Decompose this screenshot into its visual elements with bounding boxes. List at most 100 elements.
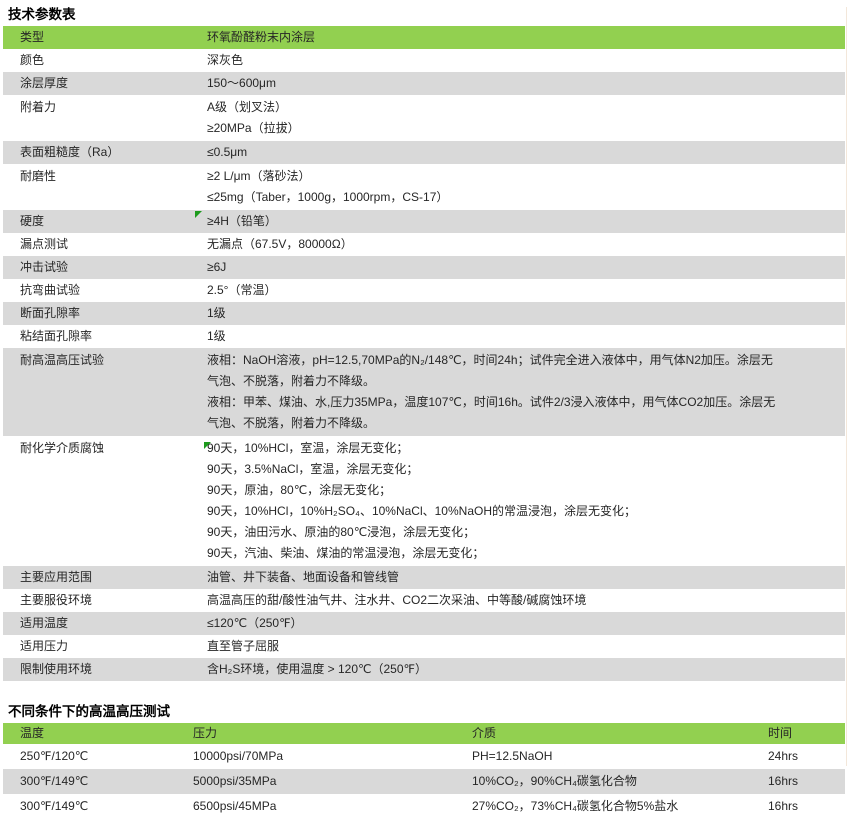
gridline-right-edge: [846, 7, 847, 766]
hthp-data-cell: 300℉/149℃: [20, 774, 89, 788]
spec-table: 类型 环氧酚醛粉末内涂层颜色 深灰色涂层厚度 150～600μm 附着力 A级（划叉法） ≥…: [3, 26, 845, 681]
spec-value-line: 1级: [207, 329, 226, 343]
spec-row: 粘结面孔隙率 1级: [3, 325, 845, 348]
spec-value-line: 油管、井下装备、地面设备和管线管: [207, 570, 400, 584]
spec-value-line: 150～600μm: [207, 76, 276, 90]
spec-row: 耐化学介质腐蚀 90天，10%HCl，室温，涂层无变化； 90天，3.5%NaCl，…: [3, 436, 845, 566]
spec-row: 主要应用范围 油管、井下装备、地面设备和管线管: [3, 566, 845, 589]
hthp-table: 温度 压力 介质 时间 250℉/120℃ 10000psi/70MPa PH=12.5Na…: [3, 723, 845, 819]
spec-value-line: ≥4H（铅笔）: [207, 214, 277, 228]
spec-value-line: 深灰色: [207, 53, 244, 67]
spec-value-line: ≥20MPa（拉拔）: [207, 121, 300, 135]
hthp-data-row: 250℉/120℃ 10000psi/70MPa PH=12.5NaOH 24hrs: [3, 744, 845, 769]
spec-value-line: 90天，汽油、柴油、煤油的常温浸泡，涂层无变化；: [207, 546, 485, 560]
hthp-header-row: 温度 压力 介质 时间: [3, 723, 845, 744]
spec-value-line: 直至管子屈服: [207, 639, 280, 653]
hthp-data-cell: 5000psi/35MPa: [193, 774, 277, 788]
spec-value-line: ≤25mg（Taber，1000g，1000rpm，CS-17）: [207, 190, 449, 204]
spec-row-label: 颜色: [20, 53, 45, 67]
hthp-header-cell: 时间: [768, 726, 793, 740]
hthp-data-cell: 250℉/120℃: [20, 749, 89, 763]
spec-value-line: 无漏点（67.5V，80000Ω）: [207, 237, 353, 251]
hthp-data-cell: 10%CO₂，90%CH₄碳氢化合物: [472, 774, 637, 788]
spec-row-label: 附着力: [20, 100, 57, 114]
hthp-data-cell: PH=12.5NaOH: [472, 749, 553, 763]
spec-row: 冲击试验 ≥6J: [3, 256, 845, 279]
spec-value-line: 气泡、不脱落，附着力不降级。: [207, 416, 376, 430]
spec-value-line: 液相：甲苯、煤油、水,压力35MPa，温度107℃，时间16h。试件2/3浸入液…: [207, 395, 776, 409]
hthp-header-cell: 压力: [193, 726, 218, 740]
spec-value-line: 高温高压的甜/酸性油气井、注水井、CO2二次采油、中等酸/碱腐蚀环境: [207, 593, 587, 607]
hthp-header-cell: 温度: [20, 726, 45, 740]
spec-value-line: 2.5°（常温）: [207, 283, 277, 297]
spec-value-line: 液相：NaOH溶液，pH=12.5,70MPa的N₂/148℃，时间24h；试件…: [207, 353, 773, 367]
spec-row: 硬度 ≥4H（铅笔）: [3, 210, 845, 233]
spec-row-label: 抗弯曲试验: [20, 283, 81, 297]
spec-row: 类型 环氧酚醛粉末内涂层: [3, 26, 845, 49]
hthp-data-cell: 6500psi/45MPa: [193, 799, 277, 813]
spec-row: 主要服役环境 高温高压的甜/酸性油气井、注水井、CO2二次采油、中等酸/碱腐蚀环境: [3, 589, 845, 612]
spec-row: 表面粗糙度（Ra） ≤0.5μm: [3, 141, 845, 164]
spec-row: 颜色 深灰色: [3, 49, 845, 72]
spec-value-line: 90天，10%HCl，10%H₂SO₄、10%NaCl、10%NaOH的常温浸泡…: [207, 504, 636, 518]
spec-row: 附着力 A级（划叉法） ≥20MPa（拉拔）: [3, 95, 845, 141]
spec-row: 断面孔隙率 1级: [3, 302, 845, 325]
spec-value-line: ≥2 L/μm（落砂法）: [207, 169, 311, 183]
spec-row: 涂层厚度 150～600μm: [3, 72, 845, 95]
spec-value-line: 气泡、不脱落，附着力不降级。: [207, 374, 376, 388]
hthp-data-row: 300℉/149℃ 5000psi/35MPa 10%CO₂，90%CH₄碳氢化合物…: [3, 769, 845, 794]
spec-row-value: 含H₂S环境，使用温度 > 120℃（250℉）: [193, 659, 845, 680]
spec-row-label: 耐高温高压试验: [20, 353, 105, 367]
spec-value-line: 含H₂S环境，使用温度 > 120℃（250℉）: [207, 662, 427, 676]
spec-row-value: 90天，10%HCl，室温，涂层无变化； 90天，3.5%NaCl，室温，涂层无变…: [193, 438, 845, 564]
spec-row-label: 断面孔隙率: [20, 306, 81, 320]
spec-row-label: 耐化学介质腐蚀: [20, 441, 105, 455]
spec-value-line: 90天，3.5%NaCl，室温，涂层无变化；: [207, 462, 419, 476]
spec-value-line: 90天，10%HCl，室温，涂层无变化；: [207, 441, 409, 455]
spec-row: 抗弯曲试验 2.5°（常温）: [3, 279, 845, 302]
hthp-header-cell: 介质: [472, 726, 497, 740]
spec-row: 耐高温高压试验 液相：NaOH溶液，pH=12.5,70MPa的N₂/148℃，时…: [3, 348, 845, 436]
spec-value-line: 90天，原油，80℃，涂层无变化；: [207, 483, 392, 497]
spec-row-label: 主要应用范围: [20, 570, 93, 584]
spec-row-label: 限制使用环境: [20, 662, 93, 676]
hthp-data-cell: 10000psi/70MPa: [193, 749, 284, 763]
spec-row-label: 表面粗糙度（Ra）: [20, 145, 120, 159]
spec-value-line: 90天，油田污水、原油的80℃浸泡，涂层无变化；: [207, 525, 476, 539]
corner-triangle-icon: [195, 211, 202, 218]
spec-row-value: 环氧酚醛粉末内涂层: [193, 27, 845, 48]
spec-row-value: 无漏点（67.5V，80000Ω）: [193, 234, 845, 255]
spec-value-line: A级（划叉法）: [207, 100, 288, 114]
spec-value-line: ≥6J: [207, 260, 227, 274]
spec-value-line: ≤0.5μm: [207, 145, 248, 159]
spec-row-label: 耐磨性: [20, 169, 57, 183]
hthp-data-cell: 27%CO₂，73%CH₄碳氢化合物5%盐水: [472, 799, 679, 813]
spec-row-value: 高温高压的甜/酸性油气井、注水井、CO2二次采油、中等酸/碱腐蚀环境: [193, 590, 845, 611]
spec-row-value: ≥6J: [193, 257, 845, 278]
hthp-data-cell: 16hrs: [768, 799, 799, 813]
corner-triangle-icon: [204, 442, 211, 449]
spec-row-value: A级（划叉法） ≥20MPa（拉拔）: [193, 97, 845, 139]
spec-row-value: ≥2 L/μm（落砂法） ≤25mg（Taber，1000g，1000rpm，CS…: [193, 166, 845, 208]
spec-row-label: 涂层厚度: [20, 76, 69, 90]
spec-value-line: 1级: [207, 306, 226, 320]
spec-row-value: 液相：NaOH溶液，pH=12.5,70MPa的N₂/148℃，时间24h；试件…: [193, 350, 845, 434]
spec-row-value: ≤0.5μm: [193, 142, 845, 163]
spec-row: 适用压力 直至管子屈服: [3, 635, 845, 658]
spec-row-label: 适用压力: [20, 639, 69, 653]
spec-row-label: 漏点测试: [20, 237, 69, 251]
spec-row: 限制使用环境 含H₂S环境，使用温度 > 120℃（250℉）: [3, 658, 845, 681]
spec-row-label: 适用温度: [20, 616, 69, 630]
spec-row: 耐磨性 ≥2 L/μm（落砂法） ≤25mg（Taber，1000g，1000rpm…: [3, 164, 845, 210]
spec-row-label: 类型: [20, 30, 45, 44]
spec-row-value: 1级: [193, 326, 845, 347]
hthp-table-title: 不同条件下的高温高压测试: [8, 704, 170, 719]
spec-row-value: 直至管子屈服: [193, 636, 845, 657]
spec-row-label: 主要服役环境: [20, 593, 93, 607]
spec-table-title: 技术参数表: [8, 7, 76, 22]
spec-row-value: ≥4H（铅笔）: [193, 211, 845, 232]
hthp-data-row: 300℉/149℃ 6500psi/45MPa 27%CO₂，73%CH₄碳氢化合物…: [3, 794, 845, 819]
spec-value-line: ≤120℃（250℉）: [207, 616, 303, 630]
spec-row-label: 冲击试验: [20, 260, 69, 274]
spec-row-label: 粘结面孔隙率: [20, 329, 93, 343]
